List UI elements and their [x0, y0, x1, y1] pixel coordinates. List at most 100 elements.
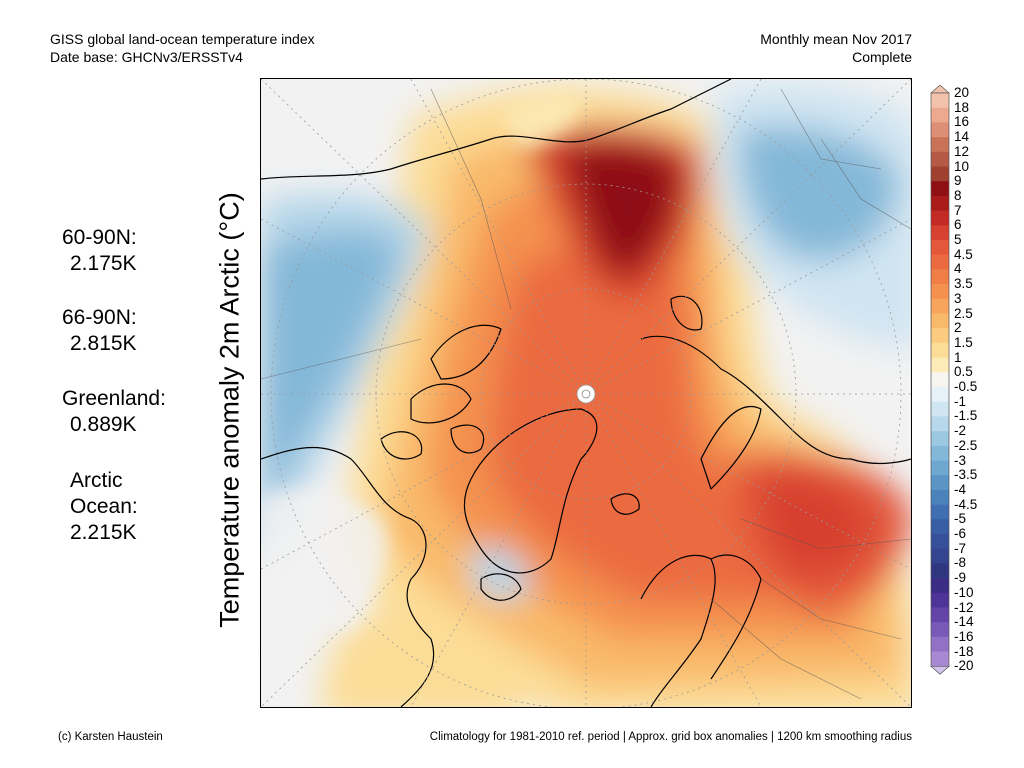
stat-value: 2.815K — [70, 332, 137, 355]
colorbar-swatch — [931, 313, 949, 329]
period-label: Monthly mean Nov 2017 — [760, 31, 912, 47]
colorbar-tick-label: -4 — [954, 481, 967, 497]
colorbar-tick-label: -12 — [954, 599, 974, 615]
colorbar-swatch — [931, 387, 949, 402]
stat-label-2: Ocean: — [70, 495, 138, 518]
header-right: Monthly mean Nov 2017 Complete — [760, 30, 912, 66]
colorbar-tick-label: 2 — [954, 320, 962, 336]
colorbar-swatch — [931, 372, 949, 388]
colorbar-tick-label: 3 — [954, 290, 962, 306]
colorbar-swatch — [931, 328, 949, 344]
colorbar-swatch — [931, 210, 949, 226]
colorbar-tick-label: -1 — [954, 393, 967, 409]
colorbar-axis-label: Temperature anomaly 2m Arctic (°C) — [214, 192, 245, 628]
footer-note: Climatology for 1981-2010 ref. period | … — [429, 731, 912, 743]
arctic-anomaly-map — [260, 78, 912, 708]
stat-value: 2.215K — [70, 521, 137, 544]
stat-66-90n: 66-90N: 2.815K — [62, 305, 137, 357]
colorbar-tick-label: -2 — [954, 423, 967, 439]
colorbar-tick-label: 4 — [954, 261, 962, 277]
colorbar-tick-label: -5 — [954, 511, 967, 527]
colorbar-tick-label: 18 — [954, 99, 970, 115]
colorbar-top-arrow — [930, 84, 950, 94]
colorbar-swatch — [931, 607, 949, 623]
colorbar-tick-label: 5 — [954, 232, 962, 247]
colorbar-swatch — [931, 254, 949, 270]
colorbar-swatch — [931, 431, 949, 447]
dataset-title: GISS global land-ocean temperature index — [50, 31, 315, 47]
data-base: Date base: GHCNv3/ERSSTv4 — [50, 49, 243, 65]
footer-credit: (c) Karsten Haustein — [58, 731, 163, 743]
colorbar-swatch — [931, 240, 949, 255]
colorbar-swatch — [931, 548, 949, 564]
stat-greenland: Greenland: 0.889K — [62, 386, 166, 438]
colorbar-tick-label: 8 — [954, 187, 962, 203]
colorbar-swatch — [931, 475, 949, 491]
colorbar-swatch — [931, 342, 949, 358]
colorbar-tick-label: -3.5 — [954, 467, 978, 483]
completeness-label: Complete — [852, 49, 912, 65]
colorbar-tick-label: -9 — [954, 570, 967, 586]
colorbar-swatch — [931, 460, 949, 476]
colorbar-swatch — [931, 181, 949, 197]
colorbar-tick-label: 0.5 — [954, 364, 973, 380]
colorbar-swatch — [931, 93, 949, 108]
stat-label: Greenland: — [62, 387, 166, 410]
colorbar-tick-label: -0.5 — [954, 379, 978, 394]
borders — [261, 88, 911, 700]
colorbar-tick-label: -2.5 — [954, 437, 978, 453]
colorbar-swatch — [931, 563, 949, 579]
colorbar-swatch — [931, 298, 949, 314]
colorbar-swatch — [931, 651, 949, 667]
colorbar-tick-label: 1 — [954, 349, 962, 365]
colorbar-swatch — [931, 269, 949, 285]
stat-60-90n: 60-90N: 2.175K — [62, 225, 137, 277]
colorbar-swatch — [931, 151, 949, 167]
colorbar-swatch — [931, 166, 949, 182]
colorbar-tick-label: -6 — [954, 526, 967, 541]
colorbar-swatch — [931, 195, 949, 211]
stat-label: 60-90N: — [62, 226, 137, 249]
stat-label: Arctic — [70, 469, 123, 492]
colorbar-swatch — [931, 284, 949, 300]
colorbar-swatch — [931, 416, 949, 432]
colorbar-swatch — [931, 534, 949, 549]
colorbar-bottom-arrow — [930, 665, 950, 675]
colorbar-tick-label: 4.5 — [954, 246, 973, 262]
colorbar-tick-label: 1.5 — [954, 334, 973, 350]
colorbar-swatch — [931, 592, 949, 608]
colorbar-tick-label: -1.5 — [954, 408, 978, 424]
colorbar-swatch — [931, 107, 949, 123]
colorbar-tick-label: -16 — [954, 628, 974, 644]
colorbar-swatch — [931, 401, 949, 417]
colorbar-tick-label: -8 — [954, 555, 967, 571]
colorbar-swatch — [931, 504, 949, 520]
colorbar-tick-label: -4.5 — [954, 496, 978, 512]
colorbar-tick-label: 3.5 — [954, 276, 973, 292]
colorbar-swatch — [931, 445, 949, 461]
north-pole-marker — [576, 384, 596, 404]
colorbar-swatch — [931, 622, 949, 638]
colorbar-tick-label: -20 — [954, 658, 974, 674]
colorbar-tick-label: 2.5 — [954, 305, 973, 321]
colorbar-tick-label: 20 — [954, 85, 970, 100]
colorbar-tick-label: 12 — [954, 143, 970, 159]
stat-arctic-ocean: Arctic Ocean: 2.215K — [70, 468, 138, 546]
stat-label: 66-90N: — [62, 306, 137, 329]
colorbar-tick-label: 9 — [954, 173, 962, 189]
colorbar-swatch — [931, 137, 949, 153]
colorbar-swatch — [931, 489, 949, 505]
colorbar-tick-label: -10 — [954, 584, 974, 600]
stat-value: 0.889K — [70, 413, 137, 436]
colorbar-swatch — [931, 357, 949, 373]
colorbar-tick-label: -7 — [954, 540, 967, 556]
colorbar-tick-label: 6 — [954, 217, 962, 233]
colorbar-swatch — [931, 636, 949, 652]
colorbar-tick-label: 10 — [954, 158, 970, 174]
colorbar-swatch — [931, 225, 949, 241]
colorbar-tick-label: -18 — [954, 643, 974, 659]
colorbar-tick-label: -14 — [954, 614, 974, 630]
header-left: GISS global land-ocean temperature index… — [50, 30, 315, 66]
colorbar-tick-label: 16 — [954, 114, 970, 130]
colorbar-swatch — [931, 578, 949, 594]
